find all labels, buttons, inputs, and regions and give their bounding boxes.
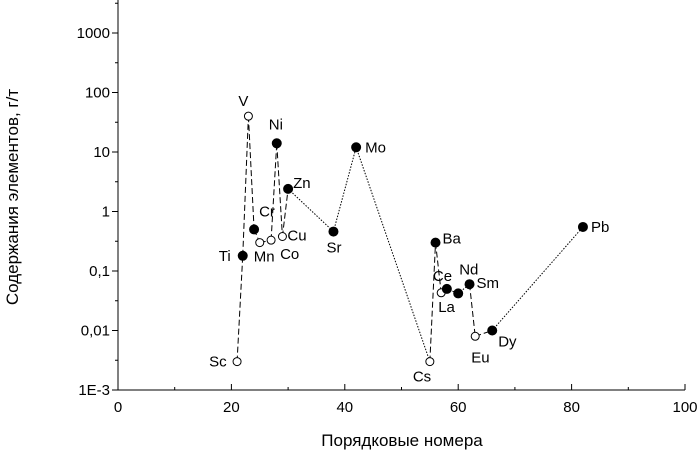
point-ce (441, 283, 452, 294)
point-label-la: La (438, 299, 455, 316)
point-sr (328, 226, 339, 237)
point-label-co: Co (280, 246, 299, 263)
point-label-zn: Zn (293, 175, 311, 192)
point-mo (351, 142, 362, 153)
point-label-nd: Nd (459, 261, 478, 278)
connector-zn-sr (287, 188, 334, 232)
point-label-eu: Eu (471, 349, 489, 366)
point-label-sm: Sm (477, 275, 500, 292)
point-ti (237, 250, 248, 261)
point-cs (425, 357, 435, 367)
point-label-ti: Ti (219, 248, 231, 265)
y-tick-label: 1 (102, 204, 110, 221)
point-label-sr: Sr (326, 240, 341, 257)
y-tick-label: 100 (85, 85, 110, 102)
y-tick-label: 1000 (77, 25, 110, 42)
connector-v-cr (247, 116, 255, 230)
connector-cu-zn (281, 188, 289, 237)
point-label-mn: Mn (254, 249, 275, 266)
y-axis-title: Содержания элементов, г/т (3, 89, 22, 305)
point-cr (249, 224, 260, 235)
point-label-pb: Pb (591, 219, 609, 236)
connector-cs-ba (429, 242, 437, 362)
point-mn (255, 238, 265, 248)
point-label-dy: Dy (498, 334, 517, 351)
point-zn (283, 183, 294, 194)
connector-lines (236, 116, 584, 362)
x-tick-label: 40 (336, 399, 353, 416)
point-v (243, 111, 253, 121)
connector-sm-eu (469, 284, 476, 337)
axes (117, 0, 685, 391)
point-eu (470, 331, 480, 341)
y-tick-label: 1E-3 (78, 382, 110, 399)
point-sm (464, 279, 475, 290)
connector-co-ni (270, 143, 278, 241)
y-tick-label: 0,01 (81, 323, 110, 340)
x-tick-label: 0 (114, 399, 122, 416)
connector-sc-ti (236, 255, 244, 362)
point-pb (577, 221, 588, 232)
point-dy (487, 325, 498, 336)
connector-ni-cu (276, 143, 283, 237)
point-label-ni: Ni (269, 116, 283, 133)
y-tick-label: 0,1 (89, 263, 110, 280)
connector-mo-cs (355, 147, 431, 362)
point-nd (453, 288, 464, 299)
x-tick-label: 60 (450, 399, 467, 416)
connector-ti-v (242, 116, 249, 256)
point-label-sc: Sc (209, 354, 227, 371)
data-points (232, 111, 588, 367)
point-ba (430, 237, 441, 248)
connector-sr-mo (332, 147, 357, 232)
point-cu (277, 232, 287, 242)
x-axis-title: Порядковые номера (321, 431, 483, 450)
point-label-v: V (238, 93, 248, 110)
point-sc (232, 357, 242, 367)
x-tick-label: 20 (223, 399, 240, 416)
x-tick-label: 80 (563, 399, 580, 416)
x-tick-label: 100 (672, 399, 697, 416)
point-ni (271, 138, 282, 149)
point-label-cs: Cs (413, 369, 431, 386)
point-label-mo: Mo (365, 139, 386, 156)
point-label-cr: Cr (259, 203, 275, 220)
point-label-cu: Cu (287, 228, 306, 245)
ticks: 0 20 40 60 80 100 1E-3 0,01 0,1 1 10 100 1000 (77, 2, 698, 416)
point-label-ce: Ce (433, 268, 452, 285)
point-label-ba: Ba (443, 231, 462, 248)
connector-dy-pb (491, 226, 584, 331)
y-tick-label: 10 (93, 144, 110, 161)
point-co (266, 235, 276, 245)
